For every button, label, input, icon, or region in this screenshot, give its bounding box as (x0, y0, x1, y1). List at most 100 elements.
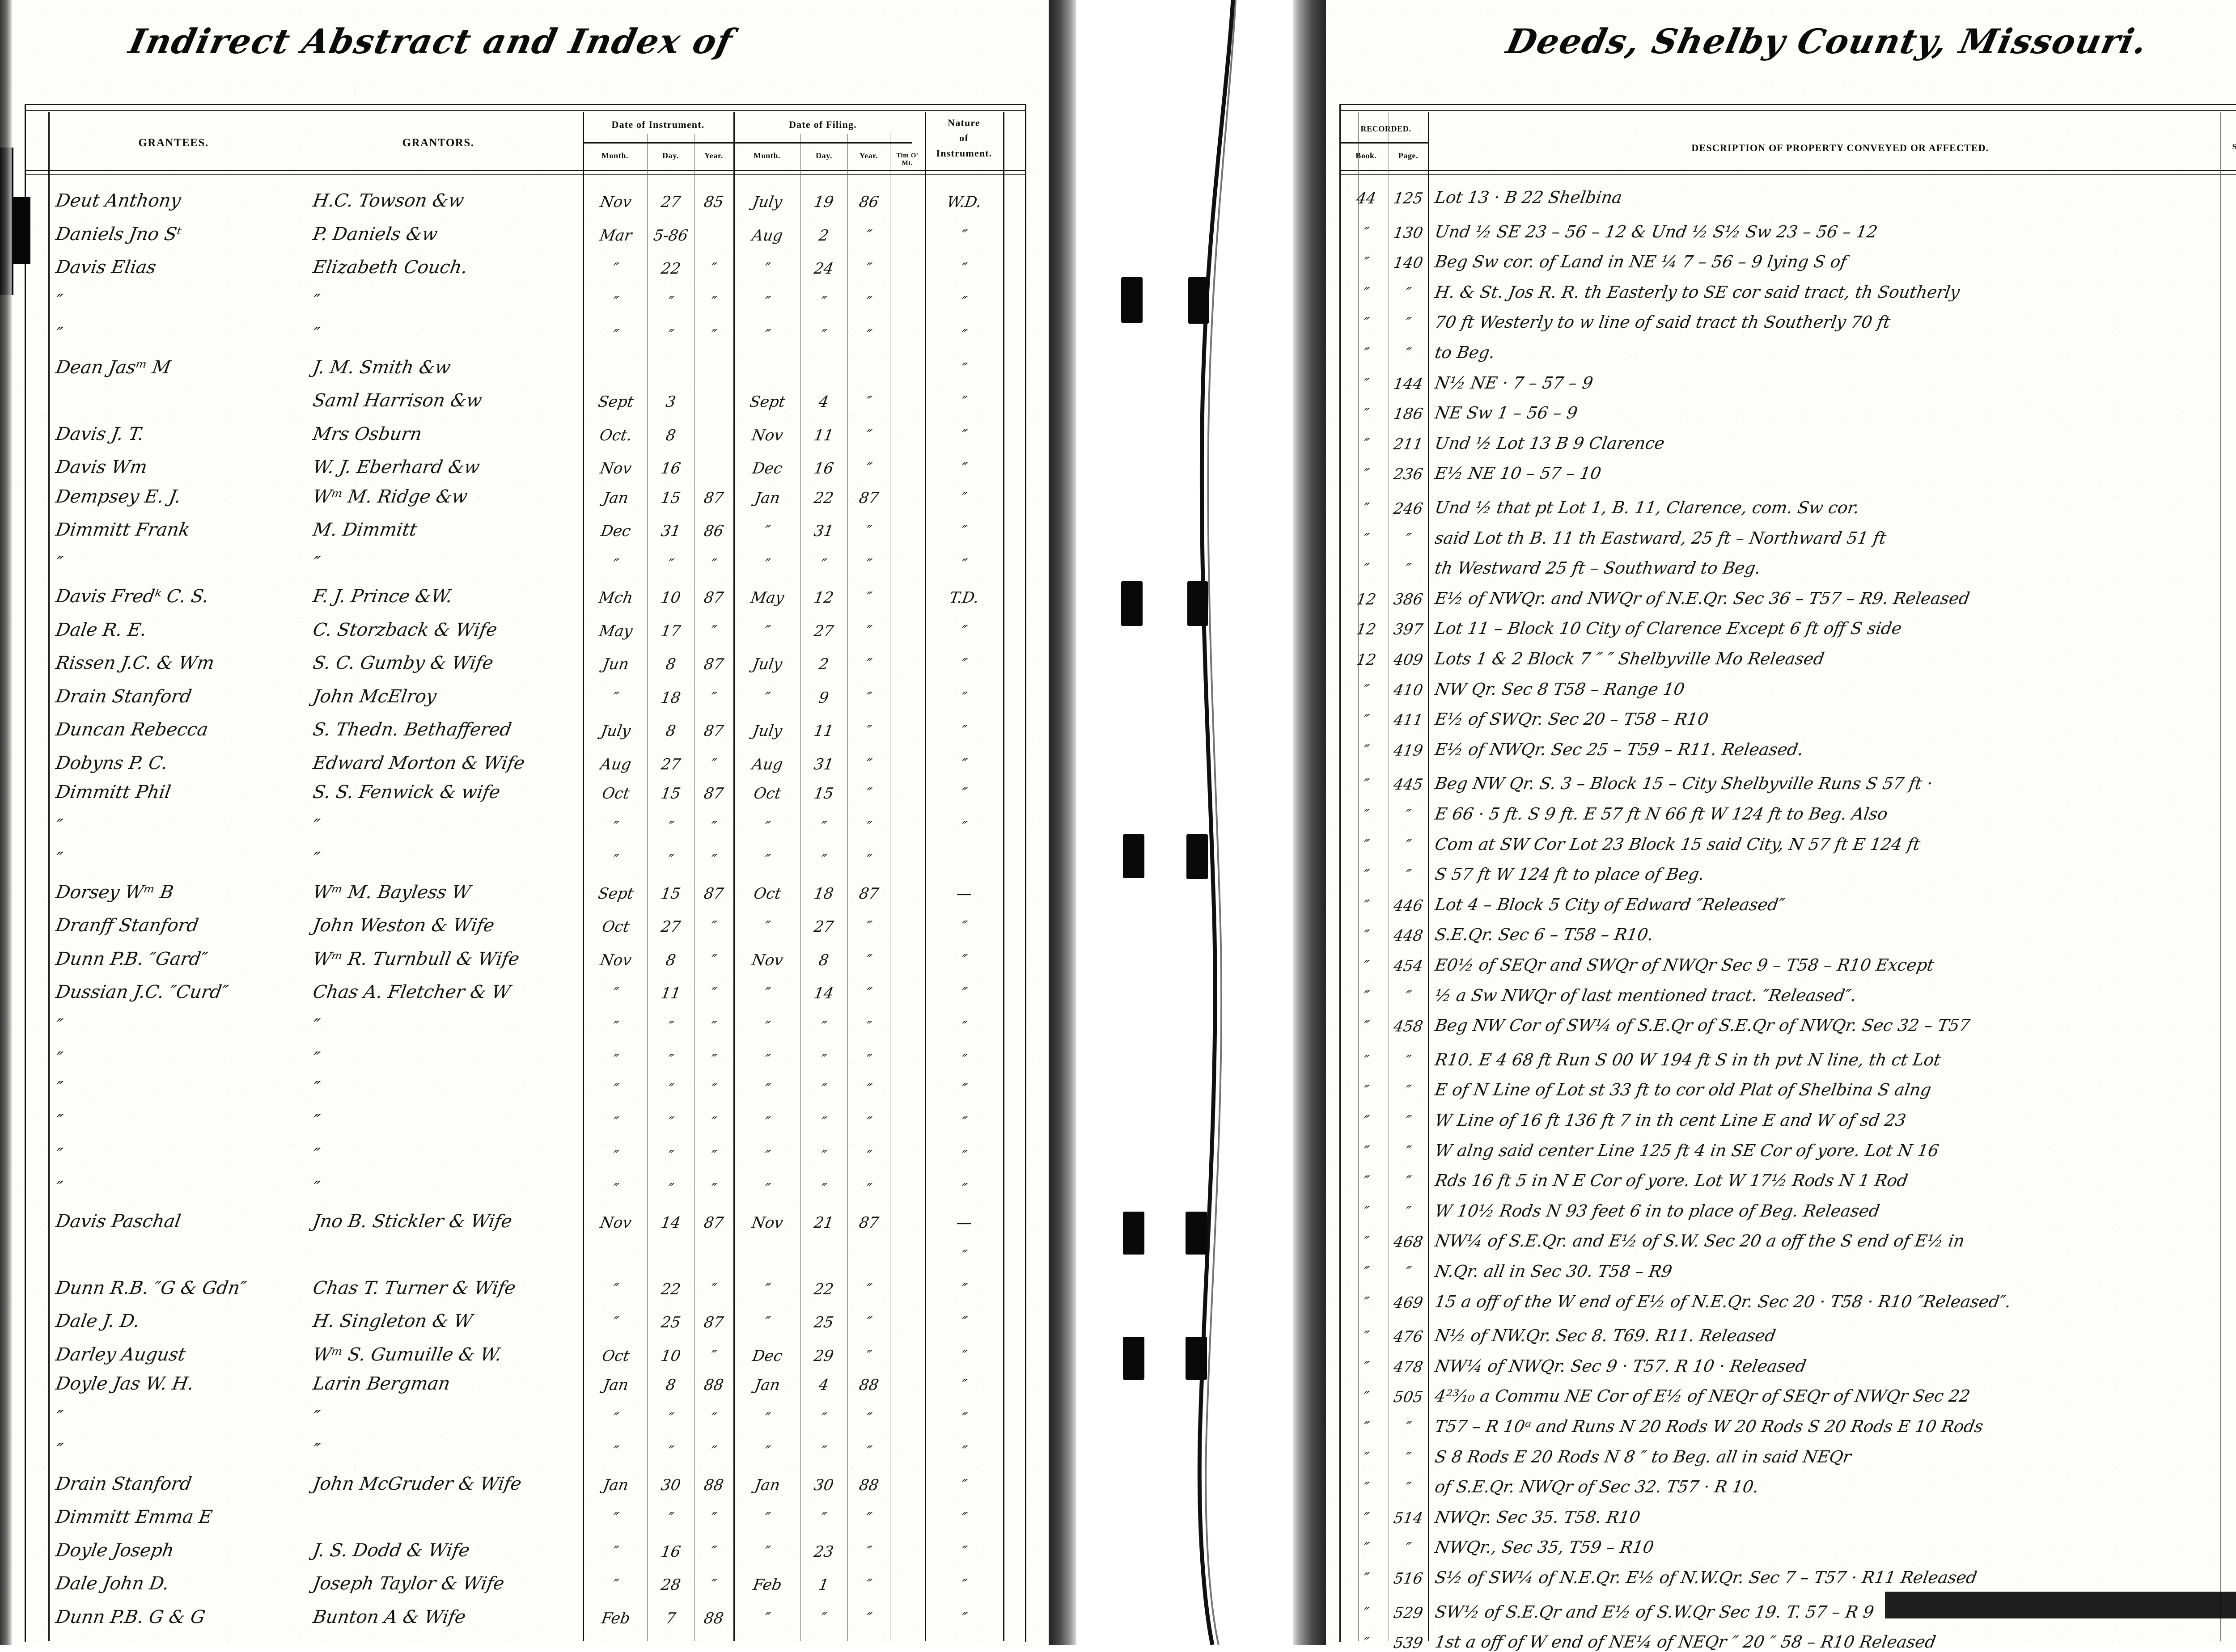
property-description: E½ NE 10 – 57 – 10 (1433, 464, 1603, 483)
instrument-year: ″ (709, 1542, 718, 1561)
filing-day: 21 (813, 1213, 835, 1232)
grantee-name: ″ (54, 1407, 64, 1428)
nature-of-instrument: ″ (960, 226, 969, 245)
recorded-page: 236 (1392, 465, 1424, 484)
recorded-page: 411 (1392, 711, 1424, 730)
filing-month: July (751, 722, 783, 740)
filing-year: ″ (864, 755, 873, 773)
recorded-book: ″ (1362, 1539, 1371, 1558)
property-description: 1st a off of W end of NE¼ of NEQr ″ 20 ″… (1433, 1632, 1937, 1652)
grantee-name: Doyle Jas W. H. (54, 1373, 195, 1394)
recorded-book: ″ (1362, 1604, 1371, 1622)
nature-of-instrument: ″ (960, 1280, 969, 1298)
filing-year: ″ (864, 426, 873, 444)
instrument-day: 22 (660, 1280, 682, 1298)
property-description: NWQr., Sec 35, T59 – R10 (1433, 1538, 1656, 1557)
instrument-month: Aug (599, 755, 633, 773)
grantee-name: ″ (54, 290, 64, 311)
nature-of-instrument: ″ (960, 755, 969, 773)
right-col-rule-sec (2220, 112, 2221, 1641)
recorded-page: 246 (1392, 500, 1424, 518)
left-frame-right-rule (1025, 104, 1026, 1642)
recorded-book: ″ (1362, 1634, 1371, 1652)
filing-month: ″ (763, 326, 772, 344)
property-description: 70 ft Westerly to w line of said tract t… (1433, 313, 1892, 332)
recorded-book: 12 (1355, 621, 1377, 639)
grantee-name: Dimmitt Frank (54, 520, 191, 540)
filing-day: 2 (817, 655, 830, 673)
instrument-day: 16 (660, 1542, 682, 1561)
property-description: E 66 · 5 ft. S 9 ft. E 57 ft N 66 ft W 1… (1433, 804, 1889, 824)
instrument-day: 10 (660, 1347, 682, 1365)
filing-day: 12 (813, 589, 835, 607)
grantee-name: ″ (54, 849, 64, 869)
recorded-page: 386 (1392, 590, 1424, 608)
filing-month: ″ (763, 984, 772, 1002)
nature-of-instrument: ″ (960, 951, 969, 969)
instrument-day: 10 (660, 589, 682, 607)
property-description: Beg Sw cor. of Land in NE ¼ 7 – 56 – 9 l… (1433, 252, 1848, 272)
filing-month: May (749, 589, 786, 607)
property-description: NW¼ of NWQr. Sec 9 · T57. R 10 · Release… (1433, 1356, 1808, 1376)
filing-year: ″ (864, 1347, 873, 1365)
instrument-year: ″ (709, 984, 718, 1002)
grantor-name: Larin Bergman (311, 1373, 452, 1394)
header-page: Page. (1398, 151, 1419, 160)
filing-month: ″ (763, 1609, 772, 1627)
header-filing-day: Day. (816, 151, 832, 160)
instrument-month: Jan (601, 1376, 630, 1394)
grantee-name: Dunn P.B. ″Gard″ (54, 948, 209, 969)
recorded-page: 125 (1392, 190, 1424, 207)
recorded-book: ″ (1362, 435, 1371, 453)
instrument-day: ″ (666, 293, 675, 311)
recorded-page: ″ (1404, 314, 1413, 333)
nature-of-instrument: ″ (960, 655, 969, 673)
recorded-page: 448 (1392, 927, 1424, 945)
property-description: 4²³⁄₁₀ a Commu NE Cor of E½ of NEQr of S… (1433, 1386, 1972, 1406)
recorded-page: 514 (1392, 1509, 1424, 1527)
filing-year: ″ (864, 851, 873, 869)
header-grantors: GRANTORS. (402, 137, 474, 149)
instrument-year: 86 (703, 522, 725, 540)
instrument-month: Nov (599, 460, 633, 477)
filing-month: ″ (763, 555, 772, 574)
right-margin-rule (1358, 112, 1359, 1641)
instrument-year: ″ (709, 1409, 718, 1428)
right-frame-left-rule (1339, 104, 1341, 1642)
filing-day: 19 (813, 193, 835, 211)
property-description: W 10½ Rods N 93 feet 6 in to place of Be… (1433, 1201, 1881, 1221)
instrument-year: ″ (709, 1114, 718, 1132)
filing-year: ″ (864, 1147, 873, 1165)
instrument-day: ″ (666, 1051, 675, 1069)
grantor-name: M. Dimmitt (311, 520, 419, 540)
filing-month: Oct (752, 884, 783, 903)
filing-month: ″ (763, 1051, 772, 1069)
instrument-day: 8 (665, 1376, 677, 1394)
header-description: DESCRIPTION OF PROPERTY CONVEYED OR AFFE… (1691, 142, 1989, 153)
filing-day: ″ (819, 1509, 828, 1527)
nature-of-instrument: ″ (960, 785, 969, 803)
grantor-name: ″ (311, 1077, 322, 1099)
binder-clip-mark-l3 (1123, 834, 1144, 878)
grantor-name: Elizabeth Couch. (311, 257, 469, 278)
recorded-page: 539 (1392, 1634, 1424, 1652)
filing-month: ″ (763, 1509, 772, 1527)
filing-year: ″ (864, 1576, 873, 1594)
instrument-year: ″ (709, 1576, 718, 1594)
recorded-book: ″ (1362, 1328, 1371, 1346)
property-description: NWQr. Sec 35. T58. R10 (1433, 1507, 1642, 1527)
filing-year: ″ (864, 522, 873, 540)
filing-year: ″ (864, 326, 873, 344)
property-description: th Westward 25 ft – Southward to Beg. (1433, 558, 1762, 578)
grantor-name: Bunton A & Wife (311, 1606, 467, 1627)
recorded-book: ″ (1362, 530, 1371, 548)
book-gutter (1049, 0, 1326, 1645)
recorded-book: ″ (1362, 681, 1371, 699)
grantee-name: Rissen J.C. & Wm (54, 653, 216, 673)
filing-year: ″ (864, 1409, 873, 1428)
recorded-book: ″ (1362, 987, 1371, 1006)
instrument-month: ″ (611, 851, 620, 869)
recorded-book: ″ (1362, 1112, 1371, 1130)
filing-year: ″ (864, 655, 873, 673)
header-date-of-filing: Date of Filing. (789, 119, 857, 130)
